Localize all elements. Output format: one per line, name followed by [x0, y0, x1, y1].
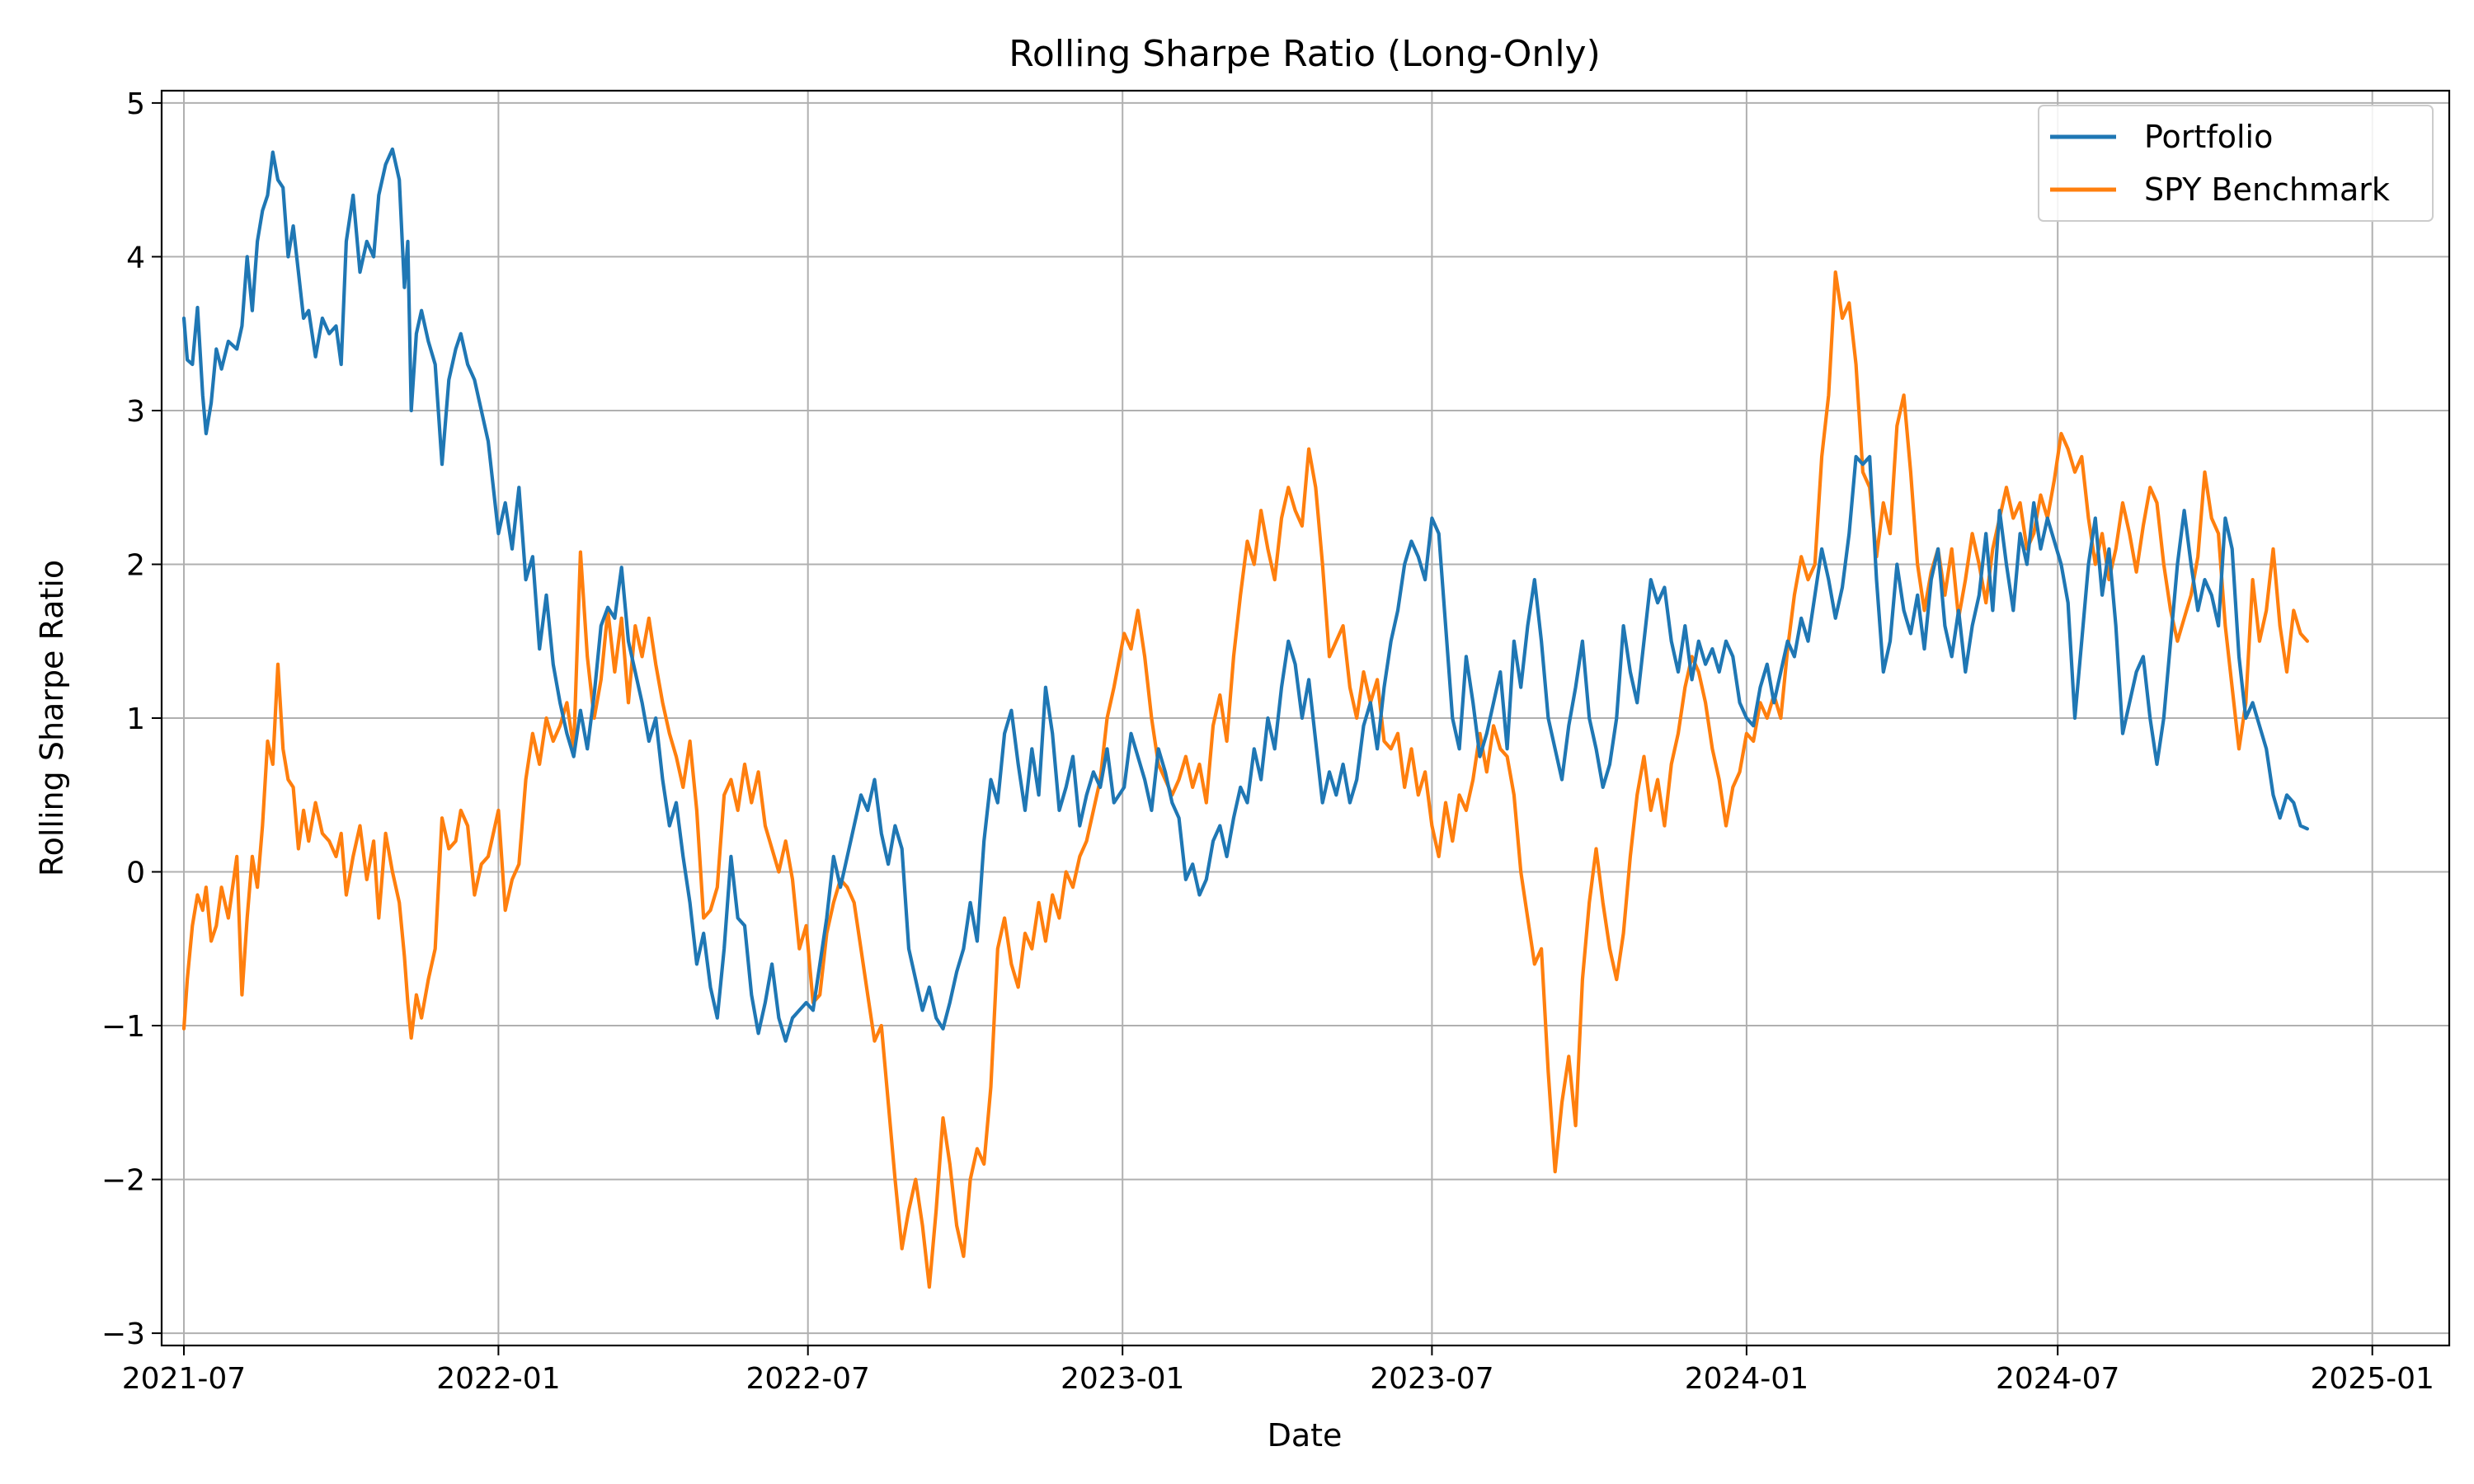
- series-line-portfolio: [181, 147, 2309, 1043]
- x-tick-label: 2022-01: [436, 1362, 560, 1396]
- series-layer: [181, 147, 2309, 1289]
- legend: Portfolio SPY Benchmark: [2038, 105, 2434, 222]
- y-tick-label: −2: [101, 1164, 145, 1198]
- x-tick-label: 2021-07: [122, 1362, 246, 1396]
- series-line-spy-benchmark: [181, 270, 2309, 1289]
- x-tick-label: 2024-01: [1685, 1362, 1808, 1396]
- legend-label-portfolio: Portfolio: [2144, 119, 2273, 155]
- y-tick-label: 3: [126, 395, 145, 429]
- x-tick-label: 2022-07: [745, 1362, 869, 1396]
- y-tick-label: 0: [126, 857, 145, 890]
- x-axis-label: Date: [1268, 1417, 1343, 1453]
- y-axis: −3 −2 −1 0 1 2 3 4 5: [101, 87, 162, 1351]
- y-tick-label: 2: [126, 549, 145, 583]
- y-tick-label: −3: [101, 1317, 145, 1351]
- legend-frame: [2038, 105, 2434, 222]
- y-tick-label: 4: [126, 241, 145, 275]
- x-tick-label: 2023-01: [1061, 1362, 1184, 1396]
- y-tick-label: −1: [101, 1010, 145, 1044]
- x-axis: 2021-07 2022-01 2022-07 2023-01 2023-07 2024-…: [122, 1345, 2434, 1396]
- x-tick-label: 2023-07: [1370, 1362, 1493, 1396]
- y-tick-label: 5: [126, 87, 145, 121]
- legend-label-spy-benchmark: SPY Benchmark: [2144, 171, 2390, 208]
- chart-title: Rolling Sharpe Ratio (Long-Only): [1009, 33, 1601, 75]
- y-axis-label: Rolling Sharpe Ratio: [34, 560, 70, 876]
- y-tick-label: 1: [126, 702, 145, 736]
- x-tick-label: 2025-01: [2310, 1362, 2434, 1396]
- x-tick-label: 2024-07: [1996, 1362, 2119, 1396]
